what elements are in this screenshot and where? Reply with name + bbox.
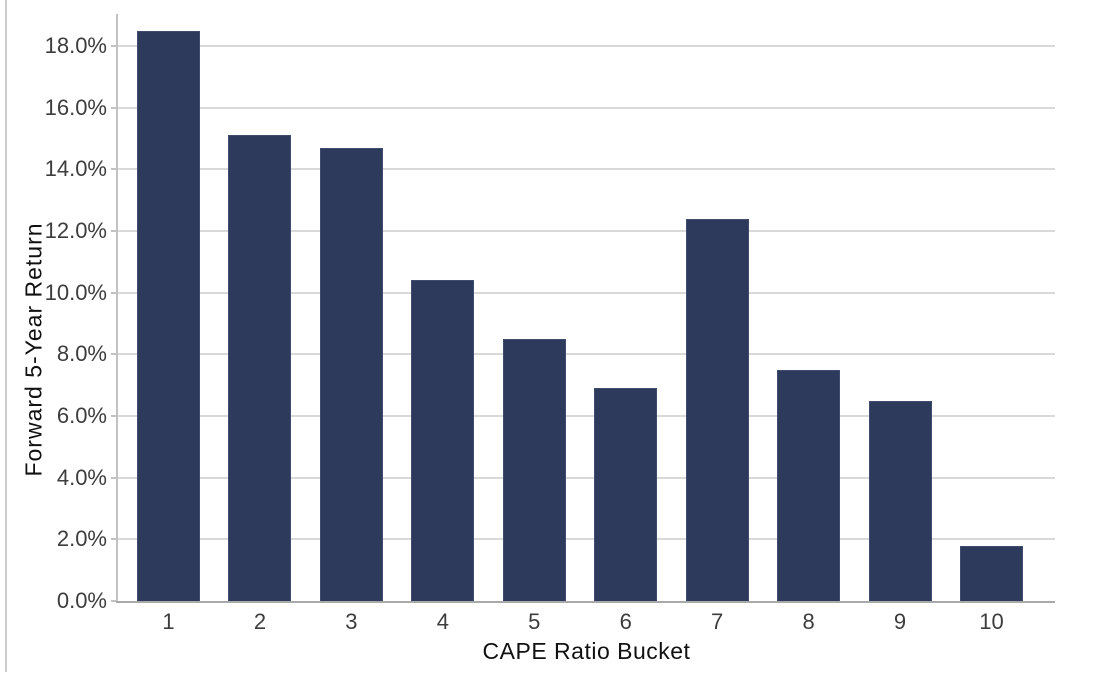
y-tick-mark: [111, 291, 116, 294]
bar-bucket-7: [685, 218, 749, 601]
x-tick-label-6: 6: [619, 609, 632, 634]
x-tick-label-4: 4: [436, 609, 449, 634]
x-axis-title: CAPE Ratio Bucket: [482, 638, 691, 664]
y-tick-label: 0.0%: [56, 588, 107, 613]
left-frame-border: [5, 0, 7, 672]
x-tick-label-10: 10: [979, 609, 1004, 634]
gridline-8.0%: [118, 353, 1055, 356]
y-tick-label: 12.0%: [44, 218, 107, 244]
gridline-6.0%: [118, 415, 1055, 418]
bar-bucket-4: [411, 280, 475, 601]
y-tick-mark: [111, 353, 116, 356]
bar-bucket-6: [594, 388, 658, 601]
y-tick-mark: [111, 538, 116, 541]
bar-bucket-10: [959, 545, 1023, 601]
y-tick-mark: [111, 45, 116, 48]
y-tick-label: 2.0%: [56, 526, 107, 552]
x-tick-label-3: 3: [345, 609, 358, 634]
y-tick-mark: [111, 476, 116, 479]
x-tick-label-8: 8: [802, 609, 815, 634]
y-tick-label: 6.0%: [56, 403, 107, 429]
y-tick-mark: [111, 600, 116, 602]
gridline-18.0%: [118, 45, 1055, 48]
gridline-10.0%: [118, 291, 1055, 294]
bar-bucket-1: [137, 30, 200, 601]
x-axis-baseline: [116, 601, 1055, 603]
bar-bucket-3: [319, 147, 383, 601]
y-tick-label: 16.0%: [44, 94, 107, 120]
plot-area: [116, 14, 1055, 603]
x-tick-label-2: 2: [253, 609, 267, 634]
y-tick-mark: [111, 230, 116, 233]
x-tick-label-9: 9: [893, 609, 907, 634]
y-tick-mark: [111, 415, 116, 418]
y-tick-label: 10.0%: [44, 279, 107, 305]
bar-bucket-9: [868, 400, 932, 601]
y-tick-label: 4.0%: [56, 464, 107, 490]
y-tick-label: 18.0%: [44, 33, 107, 59]
gridline-2.0%: [118, 538, 1055, 541]
gridline-12.0%: [118, 230, 1055, 233]
y-tick-mark: [111, 106, 116, 109]
y-tick-label: 8.0%: [56, 341, 107, 367]
bar-bucket-2: [228, 135, 292, 601]
y-tick-label: 14.0%: [44, 156, 107, 182]
x-tick-label-5: 5: [528, 609, 541, 634]
bar-bucket-5: [502, 338, 566, 601]
gridline-16.0%: [118, 106, 1055, 109]
gridline-14.0%: [118, 168, 1055, 171]
y-tick-mark: [111, 168, 116, 171]
x-tick-label-1: 1: [162, 609, 175, 634]
gridline-4.0%: [118, 476, 1055, 479]
x-tick-label-7: 7: [711, 609, 724, 634]
y-axis-line: [116, 14, 118, 603]
bar-bucket-8: [777, 369, 841, 601]
